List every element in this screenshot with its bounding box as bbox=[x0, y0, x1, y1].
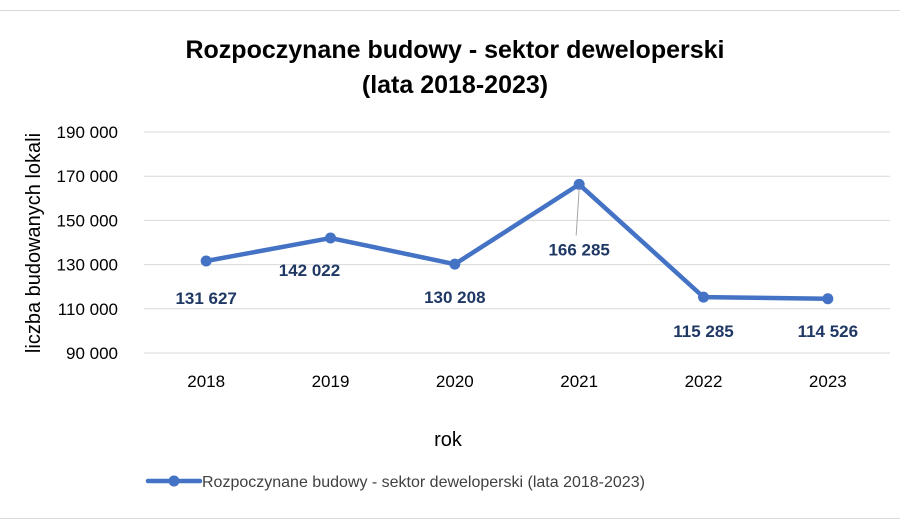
data-labels: 131 627 142 022 130 208 166 285 115 285 114 5… bbox=[175, 188, 858, 341]
data-label: 142 022 bbox=[279, 261, 340, 280]
x-axis-label: rok bbox=[434, 429, 463, 451]
chart-title-line-1: Rozpoczynane budowy - sektor dewelopersk… bbox=[185, 36, 724, 64]
chart-title: Rozpoczynane budowy - sektor dewelopersk… bbox=[185, 36, 724, 99]
y-tick-label: 90 000 bbox=[66, 344, 118, 363]
legend-point-marker bbox=[168, 475, 180, 487]
x-tick-label: 2021 bbox=[560, 372, 598, 391]
top-border bbox=[0, 10, 900, 11]
data-point bbox=[449, 258, 461, 270]
y-axis-ticks: 90 000 110 000 130 000 150 000 170 000 190 00… bbox=[57, 123, 118, 363]
data-label: 130 208 bbox=[424, 288, 485, 307]
y-tick-label: 130 000 bbox=[57, 256, 118, 275]
data-label: 114 526 bbox=[798, 322, 859, 341]
gridlines bbox=[144, 131, 890, 354]
data-point bbox=[200, 255, 212, 267]
series bbox=[200, 178, 834, 305]
x-tick-label: 2019 bbox=[312, 372, 350, 391]
y-axis-label: liczba budowanych lokali bbox=[23, 133, 45, 353]
data-label: 115 285 bbox=[673, 322, 734, 341]
data-label: 166 285 bbox=[548, 240, 609, 259]
series-line bbox=[203, 182, 831, 302]
x-tick-label: 2022 bbox=[685, 372, 723, 391]
legend: Rozpoczynane budowy - sektor dewelopersk… bbox=[145, 474, 645, 491]
y-tick-label: 150 000 bbox=[57, 211, 118, 230]
data-point bbox=[573, 178, 585, 190]
y-tick-label: 190 000 bbox=[57, 123, 118, 142]
data-point bbox=[325, 232, 336, 244]
x-tick-label: 2020 bbox=[436, 372, 474, 391]
chart-title-line-2: (lata 2018-2023) bbox=[362, 71, 548, 99]
y-tick-label: 110 000 bbox=[58, 300, 118, 319]
legend-entry-label: Rozpoczynane budowy - sektor dewelopersk… bbox=[202, 474, 645, 491]
x-tick-label: 2023 bbox=[809, 372, 847, 391]
data-point bbox=[822, 293, 834, 305]
data-point bbox=[698, 291, 709, 303]
data-label-leader-line bbox=[575, 188, 580, 236]
y-tick-label: 170 000 bbox=[57, 167, 118, 186]
x-axis-ticks: 2018 2019 2020 2021 2022 2023 bbox=[187, 372, 846, 391]
x-tick-label: 2018 bbox=[187, 372, 225, 391]
data-label: 131 627 bbox=[175, 289, 236, 308]
bottom-border bbox=[0, 518, 900, 519]
